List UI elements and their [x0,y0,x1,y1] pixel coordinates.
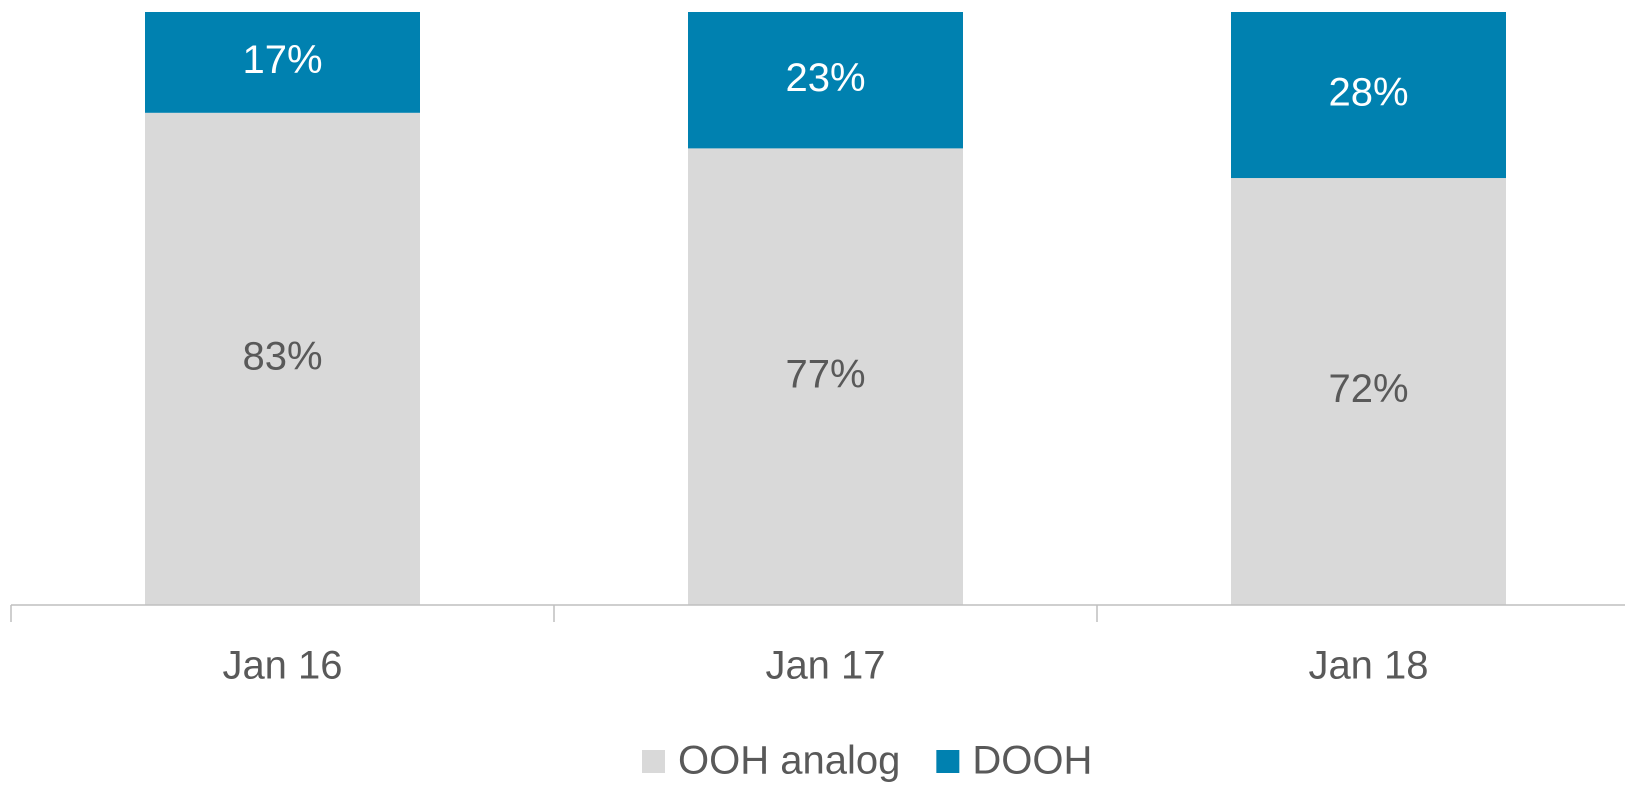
bar-segment [688,12,963,149]
data-label: 17% [242,38,322,82]
data-label: 23% [785,56,865,100]
bar-segment [145,12,420,113]
legend-label: OOH analog [678,739,900,783]
legend-swatch [642,750,665,773]
data-label: 28% [1328,71,1408,115]
bar-segment [688,148,963,605]
data-label: 72% [1328,367,1408,411]
legend-label: DOOH [972,739,1092,783]
x-tick-label: Jan 18 [1308,644,1428,688]
data-label: 77% [785,352,865,396]
bar-segment [1231,12,1506,179]
bar-segment [145,112,420,605]
legend-swatch [936,750,960,773]
data-label: 83% [242,334,322,378]
x-tick-label: Jan 16 [222,644,342,688]
x-tick-label: Jan 17 [765,644,885,688]
bar-segment [1231,178,1506,606]
